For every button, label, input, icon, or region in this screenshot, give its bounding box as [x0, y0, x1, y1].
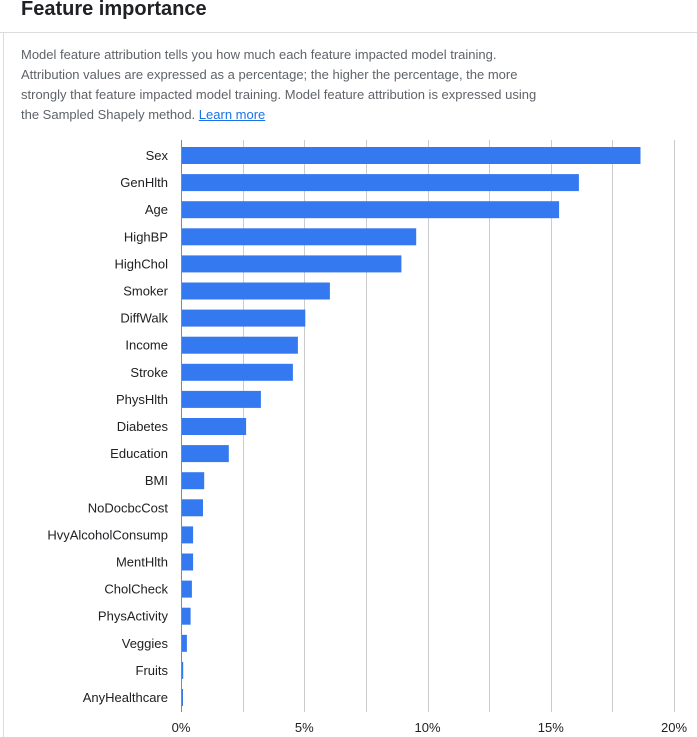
category-label-education: Education	[110, 446, 168, 461]
x-tick-label: 5%	[295, 720, 314, 735]
learn-more-link[interactable]: Learn more	[198, 107, 266, 122]
panel-left-border	[3, 32, 4, 737]
category-label-income: Income	[125, 338, 168, 353]
panel-header: Feature importance	[0, 0, 697, 33]
panel-title: Feature importance	[21, 0, 207, 20]
bar-income[interactable]	[182, 336, 298, 354]
bar-cholcheck[interactable]	[182, 580, 192, 598]
category-labels: Sex GenHlth Age HighBP HighChol Smoker DiffWal…	[47, 148, 168, 705]
bar-bmi[interactable]	[182, 472, 205, 490]
category-label-highbp: HighBP	[124, 229, 168, 244]
feature-importance-chart: Sex GenHlth Age HighBP HighChol Smoker DiffWal…	[47, 140, 688, 735]
x-axis-ticks: 0% 5% 10% 15% 20%	[172, 720, 688, 735]
bar-diabetes[interactable]	[182, 418, 247, 435]
bar-nodocbccost[interactable]	[182, 499, 203, 517]
category-label-hvyalcoholconsump: HvyAlcoholConsump	[47, 527, 168, 542]
category-label-genhlth: GenHlth	[120, 175, 168, 190]
bar-physhlth[interactable]	[182, 390, 261, 408]
category-label-physactivity: PhysActivity	[98, 609, 169, 624]
category-label-bmi: BMI	[145, 473, 168, 488]
panel-description: Model feature attribution tells you how …	[21, 45, 541, 125]
bar-highbp[interactable]	[182, 228, 417, 246]
bar-fruits[interactable]	[182, 661, 184, 679]
category-label-anyhealthcare: AnyHealthcare	[83, 690, 168, 705]
grid-lines	[181, 140, 675, 712]
category-label-cholcheck: CholCheck	[104, 582, 168, 597]
bar-sex[interactable]	[182, 147, 641, 164]
x-tick-label: 20%	[661, 720, 687, 735]
bar-age[interactable]	[182, 201, 560, 219]
category-label-veggies: Veggies	[122, 636, 169, 651]
x-tick-label: 0%	[172, 720, 191, 735]
category-label-highchol: HighChol	[115, 256, 169, 271]
category-label-smoker: Smoker	[123, 284, 168, 299]
bars	[182, 147, 641, 706]
x-tick-label: 10%	[414, 720, 440, 735]
category-label-nodocbccost: NoDocbcCost	[88, 500, 169, 515]
bar-hvyalcoholconsump[interactable]	[182, 526, 194, 544]
category-label-menthlth: MentHlth	[116, 555, 168, 570]
x-tick-label: 15%	[538, 720, 564, 735]
category-label-stroke: Stroke	[130, 365, 168, 380]
category-label-diffwalk: DiffWalk	[120, 311, 168, 326]
bar-genhlth[interactable]	[182, 174, 579, 192]
bar-highchol[interactable]	[182, 255, 402, 273]
bar-physactivity[interactable]	[182, 607, 191, 625]
bar-veggies[interactable]	[182, 634, 187, 652]
description-text: Model feature attribution tells you how …	[21, 47, 537, 122]
bar-smoker[interactable]	[182, 282, 330, 300]
category-label-physhlth: PhysHlth	[116, 392, 168, 407]
bar-education[interactable]	[182, 445, 229, 463]
bar-stroke[interactable]	[182, 363, 293, 381]
category-label-age: Age	[145, 202, 168, 217]
bar-diffwalk[interactable]	[182, 309, 306, 327]
category-label-sex: Sex	[146, 148, 169, 163]
category-label-diabetes: Diabetes	[117, 419, 169, 434]
category-label-fruits: Fruits	[136, 663, 169, 678]
bar-anyhealthcare[interactable]	[182, 689, 183, 706]
bar-menthlth[interactable]	[182, 553, 194, 571]
